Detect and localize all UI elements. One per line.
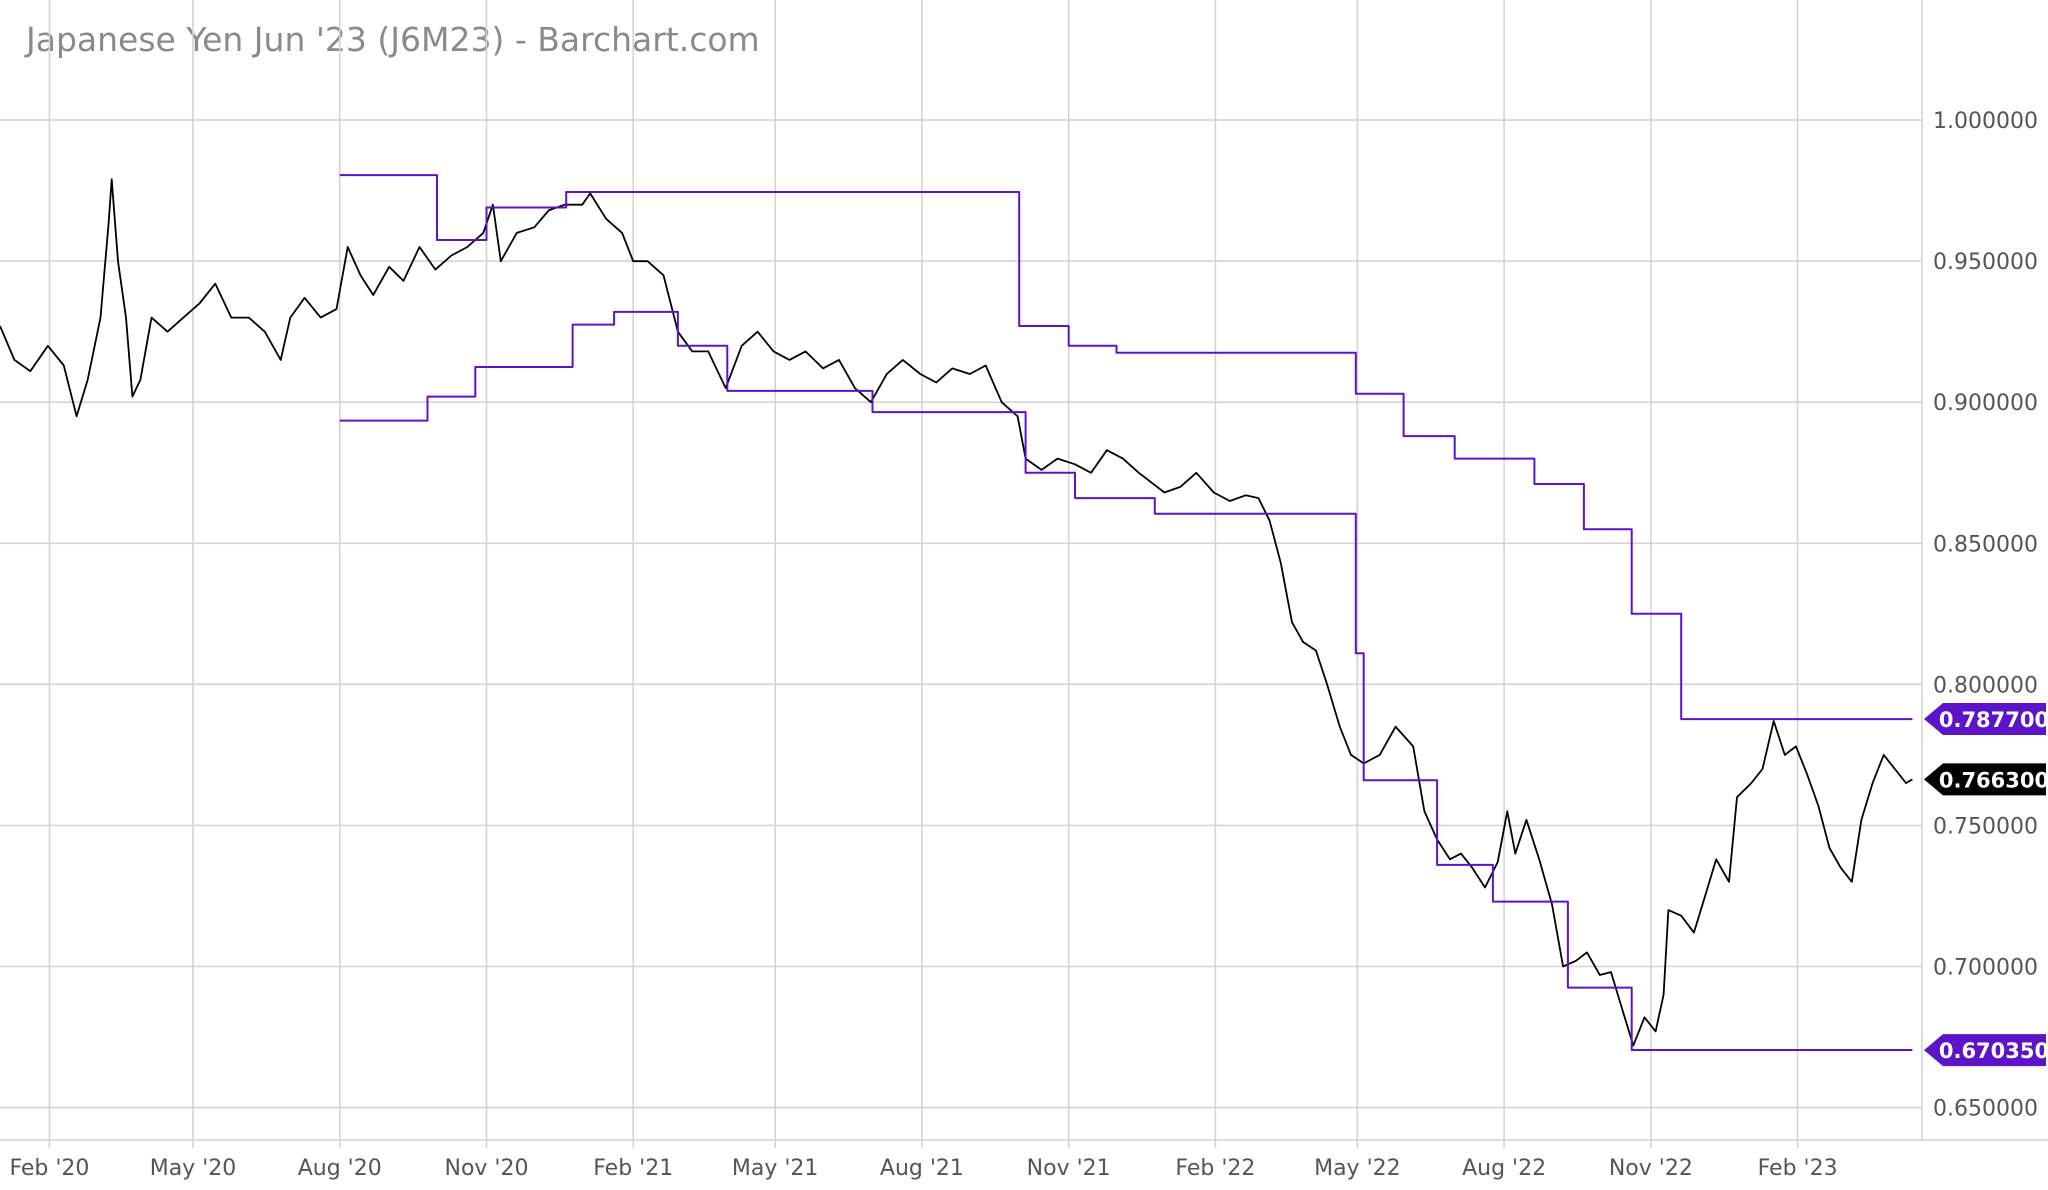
grid-layer <box>0 0 2048 1148</box>
price-line <box>0 178 1913 1047</box>
x-tick-label: Nov '21 <box>1027 1156 1111 1181</box>
last-value-label: 0.787700 <box>1939 708 2048 732</box>
x-tick-label: May '21 <box>732 1156 819 1181</box>
x-tick-label: Nov '22 <box>1609 1156 1693 1181</box>
x-tick-label: Aug '21 <box>880 1156 964 1181</box>
x-tick-label: Feb '21 <box>593 1156 673 1181</box>
last-value-tag <box>1924 703 2046 736</box>
channel-line <box>339 310 1913 1051</box>
x-tick-label: Aug '22 <box>1462 1156 1546 1181</box>
series-layer <box>0 174 1913 1051</box>
x-tick-label: May '20 <box>150 1156 237 1181</box>
last-value-label: 0.766300 <box>1939 768 2048 792</box>
x-tick-label: Feb '20 <box>9 1156 89 1181</box>
y-tick-label: 0.900000 <box>1933 391 2038 416</box>
y-tick-label: 0.850000 <box>1933 532 2038 557</box>
y-tick-label: 0.650000 <box>1933 1097 2038 1122</box>
x-tick-label: Aug '20 <box>298 1156 382 1181</box>
last-value-tag <box>1924 1034 2046 1067</box>
y-tick-label: 0.950000 <box>1933 250 2038 275</box>
y-axis: 0.650000 0.700000 0.750000 0.800000 0.850000… <box>1933 109 2038 1121</box>
x-tick-label: Nov '20 <box>444 1156 528 1181</box>
x-tick-label: May '22 <box>1314 1156 1401 1181</box>
channel-line <box>339 174 1913 721</box>
x-axis: Feb '20 May '20 Aug '20 Nov '20 Feb '21 May '… <box>9 1156 1837 1181</box>
last-value-label: 0.670350 <box>1939 1039 2048 1063</box>
chart-title: Japanese Yen Jun '23 (J6M23) - Barchart.… <box>26 20 760 59</box>
y-tick-label: 0.700000 <box>1933 955 2038 980</box>
y-tick-label: 1.000000 <box>1933 109 2038 134</box>
value-tags: 0.787700 0.766300 0.670350 <box>1924 703 2048 1067</box>
x-tick-label: Feb '23 <box>1758 1156 1838 1181</box>
x-tick-label: Feb '22 <box>1175 1156 1255 1181</box>
last-value-tag <box>1924 763 2046 796</box>
y-tick-label: 0.800000 <box>1933 673 2038 698</box>
y-tick-label: 0.750000 <box>1933 814 2038 839</box>
